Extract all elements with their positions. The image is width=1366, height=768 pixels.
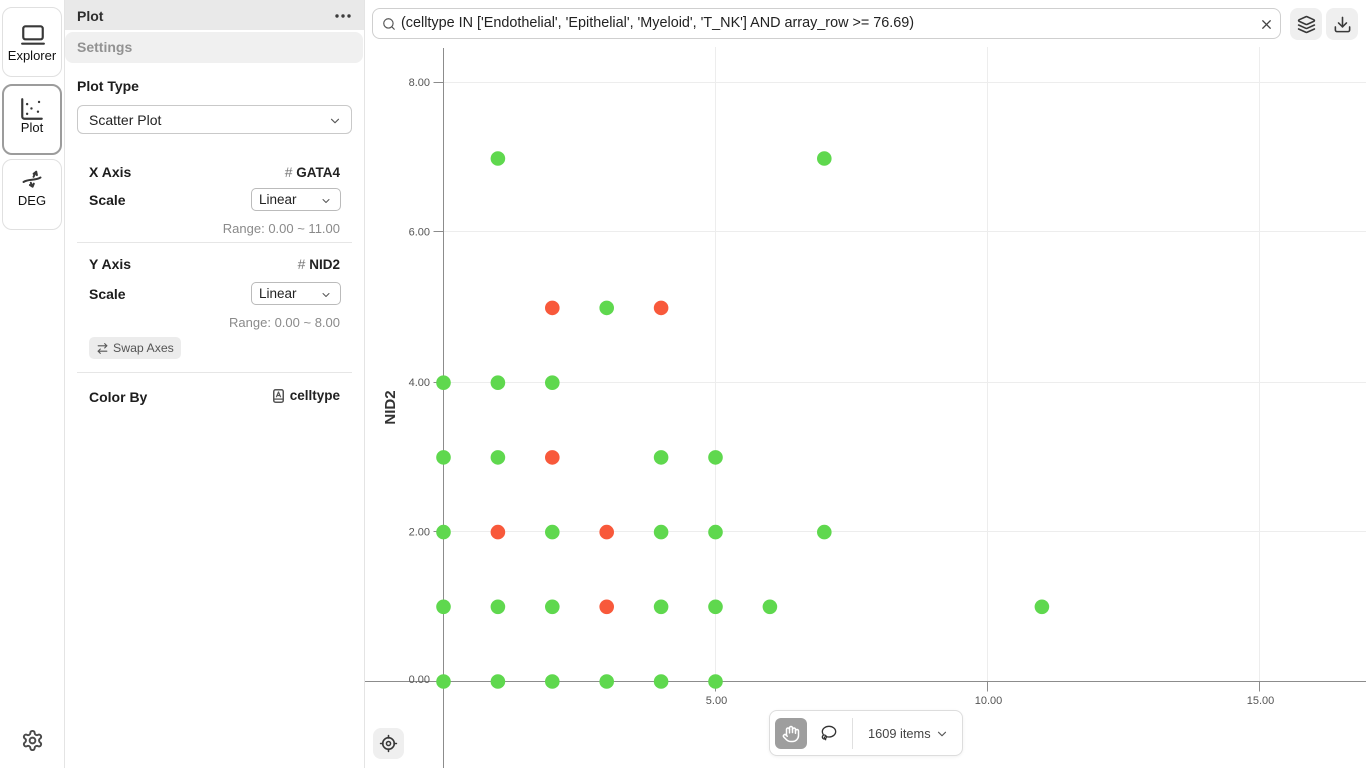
svg-text:6.00: 6.00 <box>409 227 430 239</box>
svg-text:5.00: 5.00 <box>706 695 727 707</box>
svg-text:NID2: NID2 <box>382 390 399 424</box>
svg-text:2.00: 2.00 <box>409 527 430 539</box>
svg-text:15.00: 15.00 <box>1247 695 1275 707</box>
svg-text:0.00: 0.00 <box>409 674 430 686</box>
svg-text:8.00: 8.00 <box>409 77 430 89</box>
svg-text:4.00: 4.00 <box>409 377 430 389</box>
svg-text:10.00: 10.00 <box>975 695 1003 707</box>
